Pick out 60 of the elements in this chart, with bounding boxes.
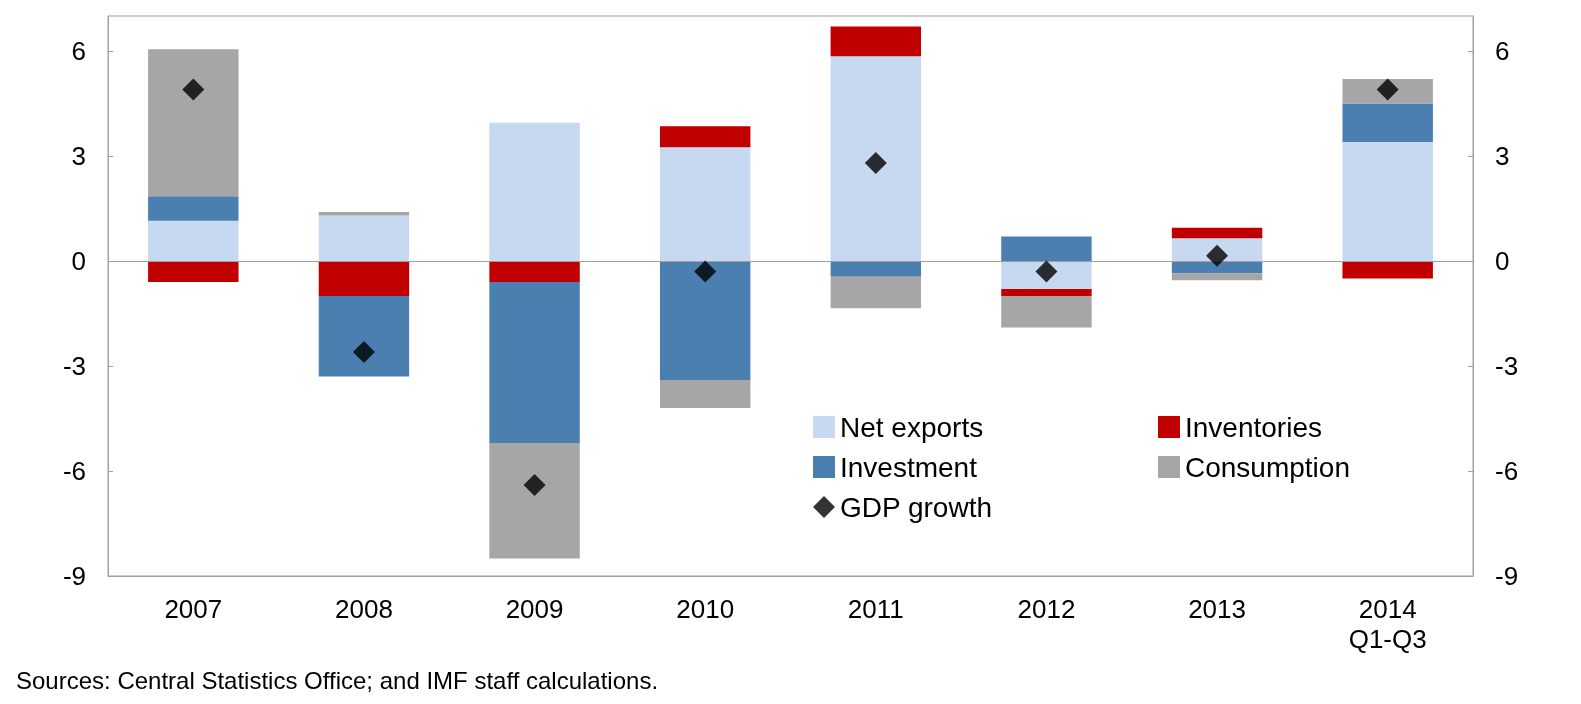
point	[1206, 244, 1229, 267]
bar	[1342, 261, 1433, 279]
bar	[489, 282, 580, 443]
legend-label: Consumption	[1185, 451, 1350, 483]
point	[694, 260, 717, 283]
bar	[1001, 236, 1092, 261]
bar	[318, 215, 410, 261]
bar	[830, 276, 922, 309]
x-tick-label: 2007	[164, 594, 223, 624]
bar	[659, 380, 751, 408]
bar	[318, 261, 410, 296]
bar	[1001, 296, 1092, 328]
y2-tick-label: 6	[1495, 36, 1510, 66]
x-tick-label: 2014 Q1-Q3	[1348, 594, 1427, 654]
point	[352, 341, 375, 363]
x-tick-label: 2011	[847, 594, 904, 624]
y2-tick-label: -3	[1495, 351, 1519, 381]
bar	[148, 49, 239, 197]
y-tick-label: 6	[71, 36, 86, 66]
bar	[148, 196, 239, 221]
legend-label: GDP growth	[840, 491, 992, 523]
bar	[489, 261, 580, 282]
bar	[148, 261, 239, 282]
bar	[318, 212, 410, 216]
legend-label: Net exports	[840, 411, 984, 443]
bar	[659, 261, 751, 380]
bar	[659, 147, 751, 261]
bar	[830, 26, 922, 57]
x-tick-label: 2013	[1188, 594, 1246, 624]
bar	[1171, 227, 1263, 239]
y2-tick-label: -9	[1495, 561, 1519, 591]
x-tick-label: 2010	[676, 594, 735, 624]
y2-tick-label: 3	[1495, 141, 1510, 171]
y-tick-label: 3	[71, 141, 86, 171]
legend-label: Inventories	[1185, 411, 1322, 443]
y2-tick-label: 0	[1495, 246, 1510, 276]
point	[864, 152, 887, 174]
bar	[489, 443, 580, 559]
x-tick-label: 2009	[505, 594, 564, 624]
source-note: Sources: Central Statistics Office; and IMF staff calculations.	[16, 666, 659, 694]
bar	[659, 126, 751, 148]
y-tick-label: -3	[62, 351, 86, 381]
y-tick-label: 0	[71, 246, 86, 276]
x-tick-label: 2012	[1017, 594, 1076, 624]
bar	[830, 56, 922, 261]
point	[182, 78, 205, 101]
bar	[318, 296, 410, 377]
bar	[830, 261, 922, 277]
y2-tick-label: -6	[1495, 456, 1519, 486]
bar	[489, 122, 580, 261]
bar	[148, 220, 239, 261]
point	[523, 474, 546, 496]
bar	[1342, 142, 1433, 261]
y-tick-label: -6	[62, 456, 86, 486]
bar	[1171, 273, 1263, 281]
x-tick-label: 2008	[335, 594, 393, 624]
y-tick-label: -9	[62, 561, 86, 591]
legend-label: Investment	[840, 451, 978, 483]
bar	[1342, 103, 1433, 142]
bar	[1001, 289, 1092, 296]
